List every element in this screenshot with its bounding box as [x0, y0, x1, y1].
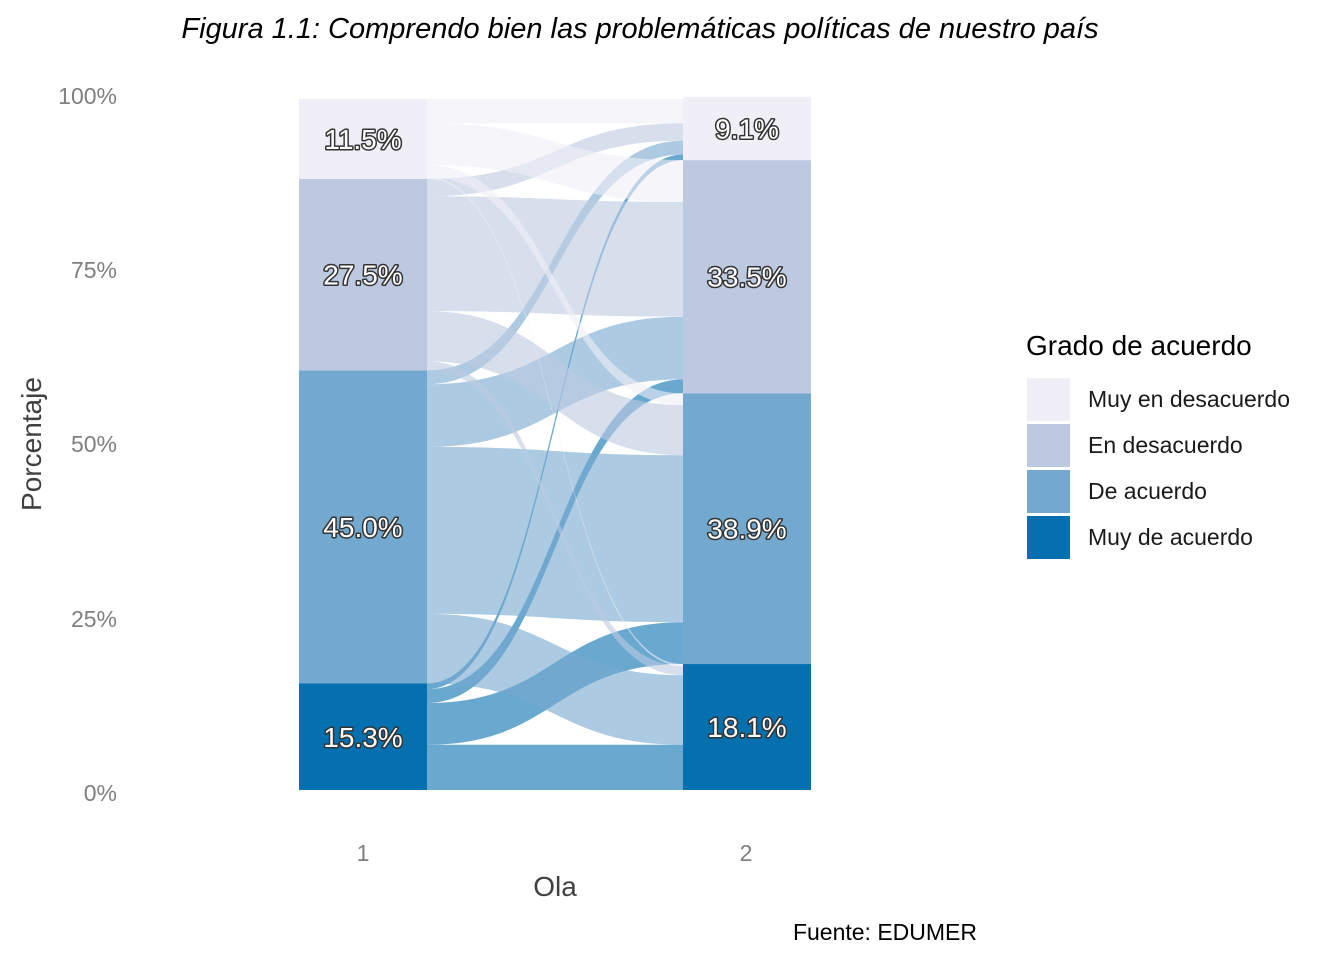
legend-key [1027, 378, 1070, 421]
segment-label: 45.0% [323, 512, 402, 543]
stack-segment [683, 393, 811, 665]
x-tick-label: 2 [740, 840, 753, 866]
segment-label: 9.1% [715, 113, 779, 144]
flow-band [427, 446, 683, 623]
flow-band [427, 196, 683, 317]
legend-label: De acuerdo [1088, 478, 1207, 504]
legend-key [1027, 516, 1070, 559]
flow-band [427, 361, 683, 676]
flow-band [427, 176, 683, 667]
y-tick-label: 0% [84, 780, 117, 806]
chart-title: Figura 1.1: Comprendo bien las problemát… [181, 13, 1098, 45]
segment-label: 27.5% [323, 260, 402, 291]
flow-band [427, 98, 683, 124]
legend-label: En desacuerdo [1088, 432, 1243, 458]
x-axis-title: Ola [533, 871, 577, 902]
segment-label: 38.9% [707, 514, 786, 545]
segment-label: 33.5% [707, 262, 786, 293]
x-axis-ticks: 1 2 [357, 840, 753, 866]
stack-segment [683, 664, 811, 790]
stack-segment [299, 370, 427, 684]
legend: Grado de acuerdo Muy en desacuerdo En des… [1026, 330, 1290, 559]
segment-label: 18.1% [707, 712, 786, 743]
x-tick-label: 1 [357, 840, 370, 866]
y-axis-title: Porcentaje [16, 377, 47, 511]
flows-layer [427, 98, 683, 790]
y-tick-label: 25% [71, 606, 117, 632]
stack-segment [683, 160, 811, 394]
stack-segment [683, 96, 811, 161]
y-tick-label: 75% [71, 257, 117, 283]
segment-label: 15.3% [323, 722, 402, 753]
y-tick-label: 50% [71, 431, 117, 457]
caption: Fuente: EDUMER [793, 919, 977, 945]
flow-band [427, 613, 683, 745]
y-axis-ticks: 0% 25% 50% 75% 100% [58, 83, 117, 806]
legend-key [1027, 470, 1070, 513]
legend-key [1027, 424, 1070, 467]
flow-band [427, 123, 683, 202]
flow-band [427, 744, 683, 790]
stack-segment [299, 98, 427, 179]
stacks-layer [299, 96, 811, 790]
segment-label: 11.5% [324, 124, 401, 155]
stack-segment [299, 683, 427, 790]
stack-segment [299, 178, 427, 371]
legend-label: Muy de acuerdo [1088, 524, 1253, 550]
legend-label: Muy en desacuerdo [1088, 386, 1290, 412]
legend-title: Grado de acuerdo [1026, 330, 1252, 361]
flow-band [427, 311, 683, 456]
y-tick-label: 100% [58, 83, 117, 109]
flow-band [427, 164, 683, 406]
segment-labels-layer: 15.3% 45.0% 27.5% 11.5% 18.1% 38.9% 33.5% 9.1% [322, 112, 788, 754]
